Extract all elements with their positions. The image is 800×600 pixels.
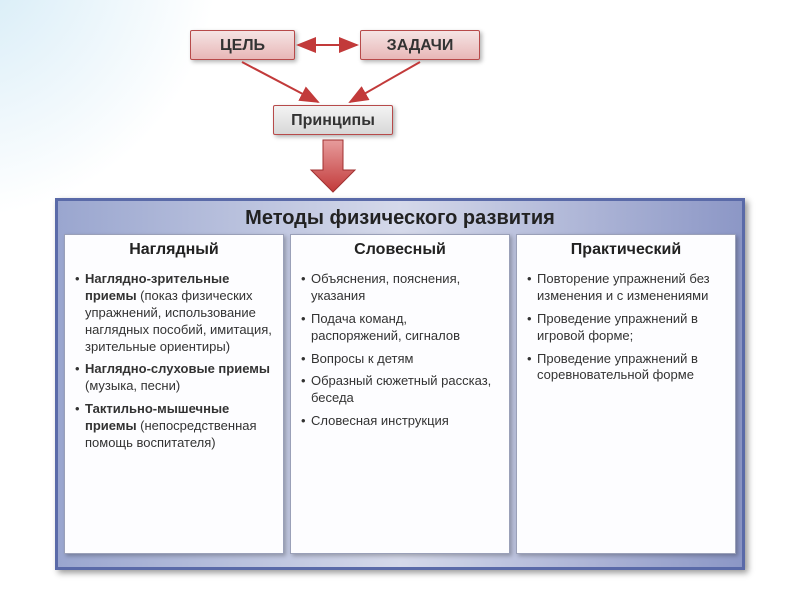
- list-item-text: Образный сюжетный рассказ, беседа: [311, 373, 491, 405]
- arrow-goal-to-principles: [242, 62, 318, 102]
- panel-title: Методы физического развития: [58, 201, 742, 234]
- list-item: Вопросы к детям: [301, 351, 499, 368]
- method-column: Практический Повторение упражнений без из…: [516, 234, 736, 554]
- methods-panel: Методы физического развития НаглядныйНаг…: [55, 198, 745, 570]
- big-down-arrow: [311, 140, 355, 192]
- list-item: Словесная инструкция: [301, 413, 499, 430]
- column-title: Наглядный: [65, 235, 283, 265]
- list-item-text: Проведение упражнений в соревновательной…: [537, 351, 698, 383]
- diagram-canvas: ЦЕЛЬ ЗАДАЧИ Принципы Методы физического …: [0, 0, 800, 600]
- tasks-box: ЗАДАЧИ: [360, 30, 480, 60]
- list-item-text: Объяснения, пояснения, указания: [311, 271, 460, 303]
- list-item: Объяснения, пояснения, указания: [301, 271, 499, 305]
- goal-box: ЦЕЛЬ: [190, 30, 295, 60]
- method-column: Наглядный Наглядно-зрительные приемы (пок…: [64, 234, 284, 554]
- list-item: Проведение упражнений в соревновательной…: [527, 351, 725, 385]
- column-body: Объяснения, пояснения, указания Подача ко…: [291, 265, 509, 444]
- column-title: Практический: [517, 235, 735, 265]
- list-item: Повторение упражнений без изменения и с …: [527, 271, 725, 305]
- goal-label: ЦЕЛЬ: [220, 37, 265, 54]
- list-item: Тактильно-мышечные приемы (непосредствен…: [75, 401, 273, 452]
- list-item: Наглядно-зрительные приемы (показ физиче…: [75, 271, 273, 355]
- list-item-text: Подача команд, распоряжений, сигналов: [311, 311, 460, 343]
- columns-container: Наглядный Наглядно-зрительные приемы (пок…: [58, 234, 742, 562]
- list-item: Наглядно-слуховые приемы (музыка, песни): [75, 361, 273, 395]
- column-body: Повторение упражнений без изменения и с …: [517, 265, 735, 398]
- list-item-bold: Наглядно-слуховые приемы: [85, 361, 270, 376]
- list-item-text: Словесная инструкция: [311, 413, 449, 428]
- arrow-tasks-to-principles: [350, 62, 420, 102]
- tasks-label: ЗАДАЧИ: [387, 37, 454, 54]
- list-item-text: Вопросы к детям: [311, 351, 413, 366]
- list-item: Образный сюжетный рассказ, беседа: [301, 373, 499, 407]
- column-body: Наглядно-зрительные приемы (показ физиче…: [65, 265, 283, 466]
- principles-label: Принципы: [291, 112, 375, 129]
- list-item-text: Проведение упражнений в игровой форме;: [537, 311, 698, 343]
- principles-box: Принципы: [273, 105, 393, 135]
- method-column: СловесныйОбъяснения, пояснения, указания…: [290, 234, 510, 554]
- list-item: Проведение упражнений в игровой форме;: [527, 311, 725, 345]
- list-item-text: Повторение упражнений без изменения и с …: [537, 271, 710, 303]
- list-item-text: (музыка, песни): [85, 378, 180, 393]
- list-item: Подача команд, распоряжений, сигналов: [301, 311, 499, 345]
- column-title: Словесный: [291, 235, 509, 265]
